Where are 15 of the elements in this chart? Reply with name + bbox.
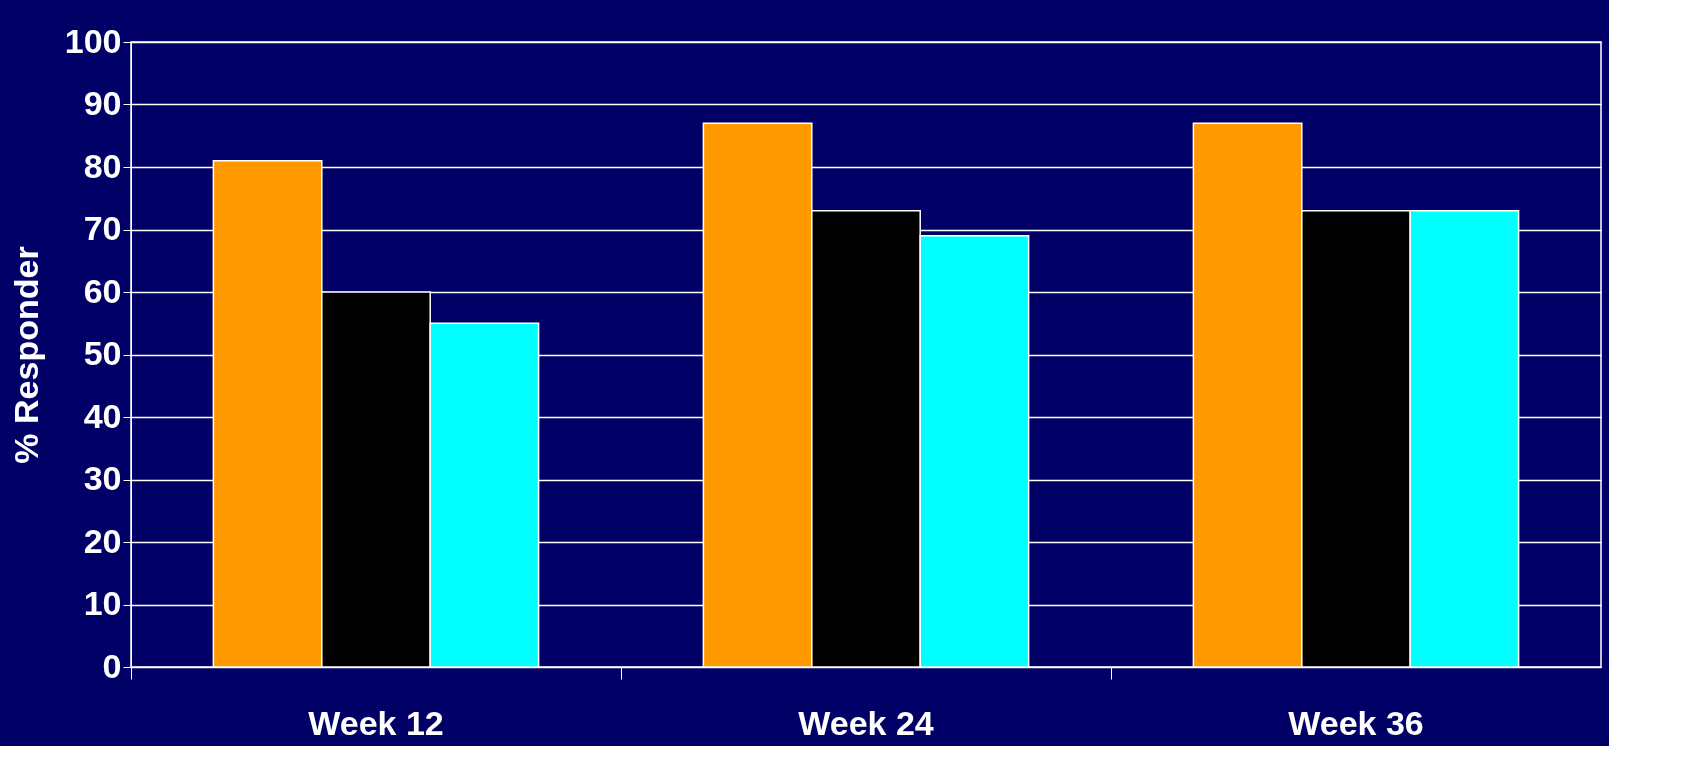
y-tick-label: 60 — [83, 271, 122, 310]
x-tick-label: Week 24 — [798, 703, 934, 742]
y-tick-label: 0 — [102, 646, 122, 685]
y-tick-label: 20 — [83, 521, 122, 560]
y-tick-label: 50 — [83, 334, 122, 372]
y-tick-label: 40 — [83, 396, 122, 435]
y-tick-label: 80 — [83, 146, 122, 185]
x-tick-label: Week 36 — [1288, 703, 1424, 742]
x-tick-label: Week 12 — [308, 703, 444, 742]
y-tick-label: 70 — [83, 209, 122, 247]
y-tick-label: 90 — [83, 84, 122, 122]
y-axis-title: % Responder — [6, 246, 45, 464]
y-tick-label: 100 — [64, 21, 122, 60]
y-tick-label: 10 — [83, 584, 122, 622]
y-tick-label: 30 — [83, 459, 122, 497]
